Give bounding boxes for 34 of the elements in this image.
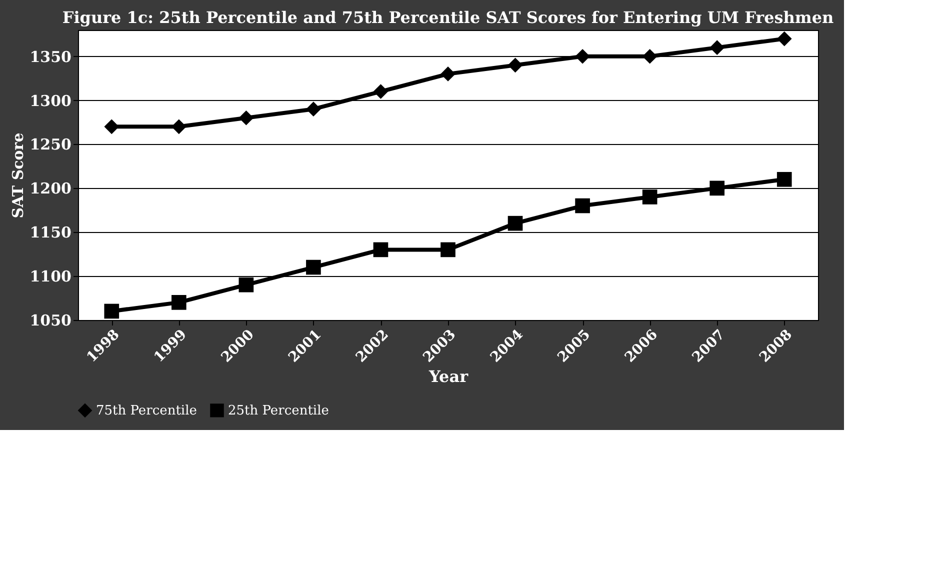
legend-label: 75th Percentile [96, 403, 198, 418]
point [440, 242, 456, 258]
y-tick-label: 1300 [30, 92, 72, 110]
point [373, 84, 388, 99]
y-axis-title: SAT Score [8, 132, 27, 218]
y-tick-label: 1050 [30, 312, 72, 330]
point [171, 295, 186, 310]
y-tick-label: 1250 [30, 136, 72, 154]
point [440, 66, 456, 82]
point [238, 110, 254, 126]
point [171, 119, 186, 134]
point [104, 304, 120, 319]
point [508, 216, 523, 231]
y-tick-label: 1100 [30, 268, 72, 286]
x-axis-title: Year [428, 366, 469, 386]
legend-label: 25th Percentile [228, 403, 330, 418]
point [710, 40, 725, 55]
point [776, 172, 792, 187]
y-tick-label: 1200 [30, 180, 72, 198]
point [710, 180, 725, 196]
point [238, 277, 254, 292]
point [642, 190, 658, 204]
point [104, 119, 120, 134]
point [642, 48, 658, 64]
chart-title: Figure 1c: 25th Percentile and 75th Percentile SAT Scores for Entering UM Freshmen [62, 8, 834, 27]
point [776, 31, 792, 46]
y-tick-label: 1150 [30, 224, 72, 242]
point [306, 260, 321, 275]
point [306, 102, 321, 117]
point [508, 58, 523, 73]
point [575, 198, 590, 214]
point [373, 242, 388, 258]
point [575, 48, 590, 64]
y-tick-label: 1350 [30, 48, 72, 66]
